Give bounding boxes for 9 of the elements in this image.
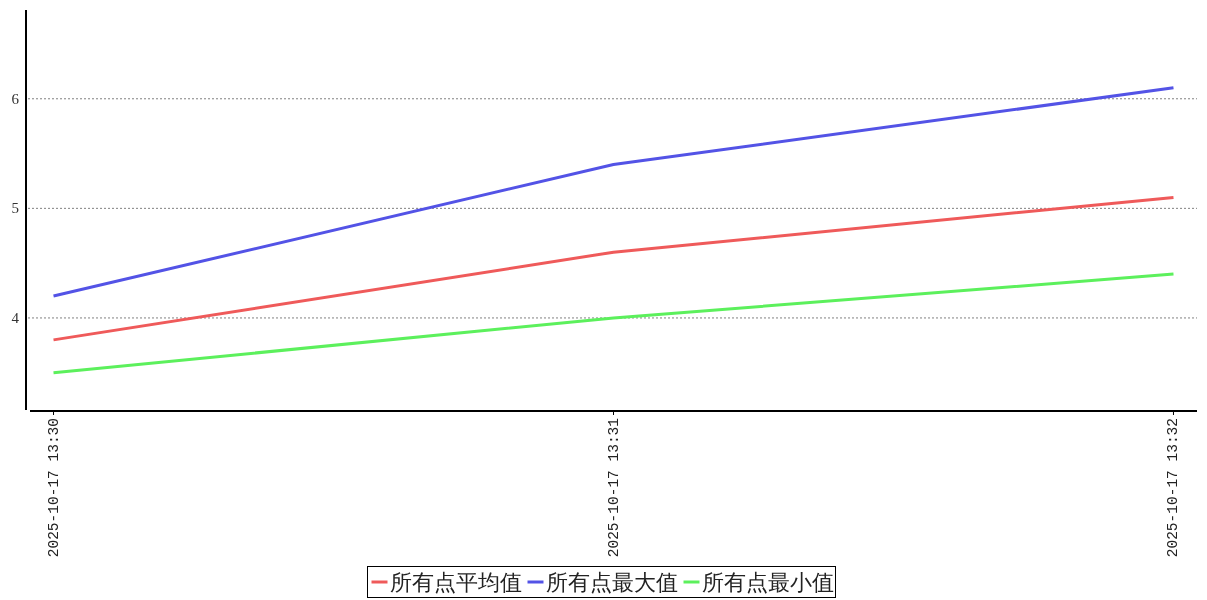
legend-label: 所有点平均值 bbox=[389, 569, 522, 595]
x-tick-label: 2025-10-17 13:30 bbox=[45, 418, 62, 558]
legend-label: 所有点最大值 bbox=[545, 569, 678, 595]
y-tick-label: 6 bbox=[11, 90, 20, 107]
legend-label: 所有点最小值 bbox=[701, 569, 834, 595]
x-tick-label: 2025-10-17 13:31 bbox=[605, 418, 622, 558]
y-tick-label: 4 bbox=[11, 309, 20, 326]
y-tick-label: 5 bbox=[11, 200, 19, 217]
x-tick-label: 2025-10-17 13:32 bbox=[1165, 418, 1182, 558]
